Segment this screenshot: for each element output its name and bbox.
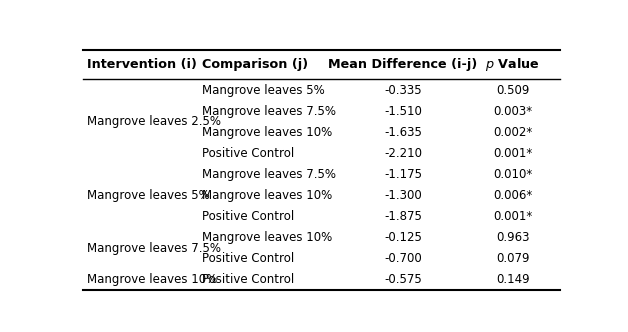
Text: 0.003*: 0.003* xyxy=(493,105,532,118)
Text: Mangrove leaves 7.5%: Mangrove leaves 7.5% xyxy=(87,242,221,255)
Text: Positive Control: Positive Control xyxy=(202,147,294,160)
Text: Mangrove leaves 10%: Mangrove leaves 10% xyxy=(202,231,332,244)
Text: -1.875: -1.875 xyxy=(384,210,422,223)
Text: Positive Control: Positive Control xyxy=(202,273,294,286)
Text: Positive Control: Positive Control xyxy=(202,210,294,223)
Text: 0.001*: 0.001* xyxy=(493,210,533,223)
Text: Mean Difference (i-j): Mean Difference (i-j) xyxy=(328,58,477,71)
Text: -1.635: -1.635 xyxy=(384,126,422,139)
Text: -1.175: -1.175 xyxy=(384,168,422,181)
Text: Mangrove leaves 10%: Mangrove leaves 10% xyxy=(87,273,217,286)
Text: -0.575: -0.575 xyxy=(384,273,422,286)
Text: 0.002*: 0.002* xyxy=(493,126,533,139)
Text: Comparison (j): Comparison (j) xyxy=(202,58,308,71)
Text: -0.125: -0.125 xyxy=(384,231,422,244)
Text: 0.001*: 0.001* xyxy=(493,147,533,160)
Text: Intervention (i): Intervention (i) xyxy=(87,58,197,71)
Text: -1.510: -1.510 xyxy=(384,105,422,118)
Text: -0.335: -0.335 xyxy=(384,84,422,97)
Text: 0.006*: 0.006* xyxy=(493,189,533,202)
Text: 0.509: 0.509 xyxy=(496,84,529,97)
Text: 0.079: 0.079 xyxy=(496,252,529,265)
Text: Positive Control: Positive Control xyxy=(202,252,294,265)
Text: -0.700: -0.700 xyxy=(384,252,422,265)
Text: 0.010*: 0.010* xyxy=(493,168,533,181)
Text: 0.149: 0.149 xyxy=(496,273,529,286)
Text: Mangrove leaves 10%: Mangrove leaves 10% xyxy=(202,189,332,202)
Text: Mangrove leaves 10%: Mangrove leaves 10% xyxy=(202,126,332,139)
Text: -2.210: -2.210 xyxy=(384,147,422,160)
Text: -1.300: -1.300 xyxy=(384,189,422,202)
Text: Mangrove leaves 5%: Mangrove leaves 5% xyxy=(87,189,210,202)
Text: $\mathit{p}$ Value: $\mathit{p}$ Value xyxy=(485,56,540,73)
Text: Mangrove leaves 5%: Mangrove leaves 5% xyxy=(202,84,325,97)
Text: 0.963: 0.963 xyxy=(496,231,529,244)
Text: Mangrove leaves 2.5%: Mangrove leaves 2.5% xyxy=(87,115,221,128)
Text: Mangrove leaves 7.5%: Mangrove leaves 7.5% xyxy=(202,168,336,181)
Text: Mangrove leaves 7.5%: Mangrove leaves 7.5% xyxy=(202,105,336,118)
